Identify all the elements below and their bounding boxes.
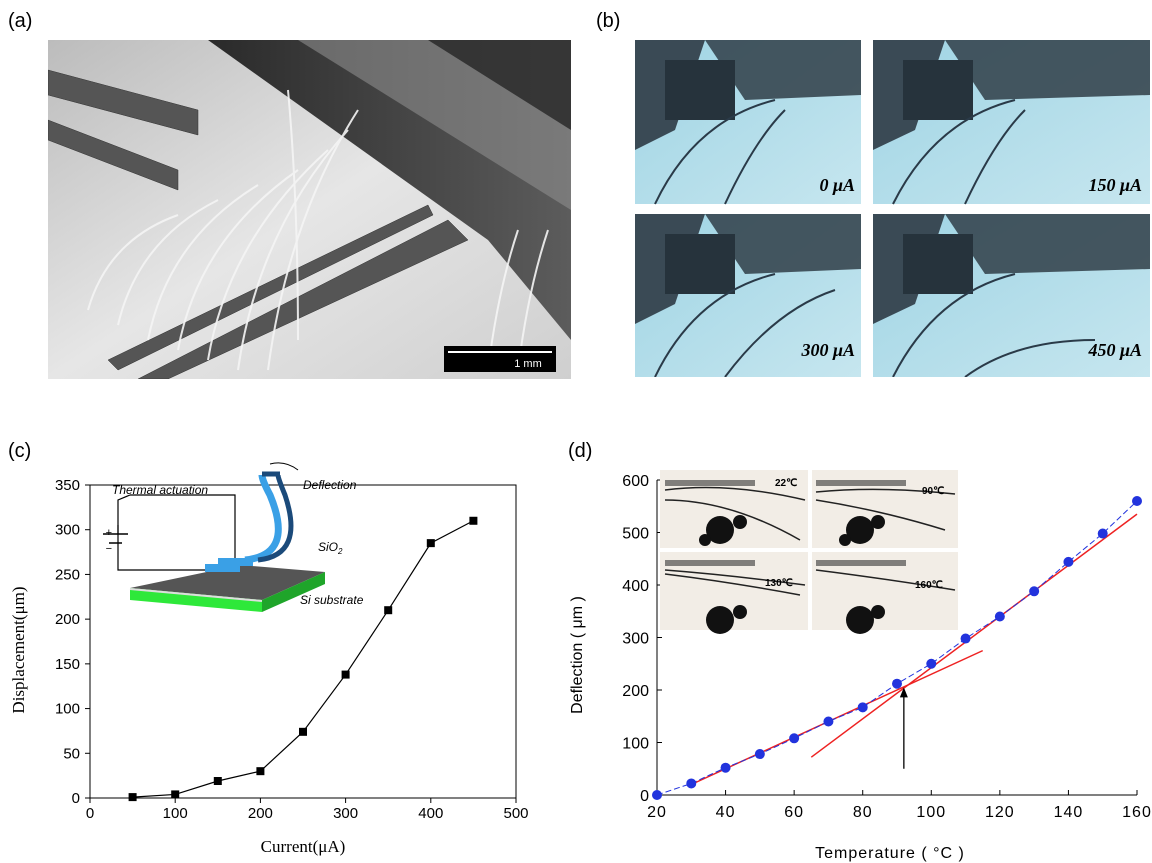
chart-c-ytick-label: 50: [63, 745, 80, 762]
inset-temp-0: 22℃: [775, 478, 797, 489]
chart-c-point: [171, 790, 180, 799]
chart-d-point: [789, 733, 800, 744]
chart-c-point: [299, 727, 307, 736]
sem-micrograph: 1 mm: [48, 40, 571, 379]
actuator-schematic: + −: [103, 462, 325, 612]
chart-c-point: [426, 539, 435, 548]
chart-d-point: [892, 678, 902, 689]
chart-d-xtick-label: 80: [853, 804, 873, 821]
chart-c-point: [469, 516, 478, 525]
chart-d-xtick-label: 160: [1122, 804, 1152, 821]
chart-d-xtick-label: 20: [647, 804, 667, 821]
inset-temp-1: 90℃: [922, 486, 944, 497]
chart-c-point: [213, 777, 222, 786]
frame-label-3: 450 μA: [1088, 340, 1142, 360]
chart-d-ytick-label: 600: [622, 473, 649, 490]
chart-c-ytick-label: 0: [72, 790, 80, 807]
chart-d-ytick-label: 0: [640, 788, 649, 805]
chart-c-ylabel: Displacement(μm): [9, 586, 28, 713]
chart-d-ylabel: Deflection ( μm ): [569, 596, 586, 714]
chart-d-point: [754, 749, 765, 760]
chart-d-xtick-label: 140: [1054, 804, 1084, 821]
panel-label-d: (d): [568, 440, 593, 462]
chart-c-point: [384, 606, 393, 615]
chart-d-point: [960, 633, 971, 644]
chart-c-xtick-label: 400: [418, 805, 443, 822]
chart-c: 0 100 200 300 400 500 0 50 100 150 200 250 300 350 Cu…: [9, 462, 529, 856]
panel-label-a: (a): [8, 10, 33, 32]
chart-c-xtick-label: 100: [163, 805, 188, 822]
chart-d-arrow-head: [899, 687, 908, 698]
chart-d-fit-line: [810, 513, 1138, 758]
chart-d: 20 40 60 80 100 120 140 1600100200300400500600 …: [569, 470, 1152, 862]
thermal-actuation-label: Thermal actuation: [112, 483, 208, 497]
minus-sign: −: [106, 543, 112, 555]
panel-label-b: (b): [596, 10, 621, 32]
chart-c-ytick-label: 350: [55, 477, 80, 494]
inset-temp-2: 130℃: [765, 578, 793, 589]
chart-c-series-line: [132, 520, 474, 798]
chart-d-point: [1097, 528, 1108, 539]
chart-d-xtick-label: 100: [916, 804, 946, 821]
plus-sign: +: [106, 527, 112, 539]
chart-d-point: [1132, 496, 1142, 506]
chart-d-point: [1029, 586, 1040, 597]
chart-c-point: [256, 767, 265, 776]
temperature-inset-photos: 22℃ 90℃ 130℃ 160℃: [660, 470, 958, 634]
chart-c-point: [341, 670, 350, 679]
chart-c-ytick-label: 250: [55, 566, 80, 583]
chart-d-point: [720, 762, 731, 773]
chart-d-point: [994, 611, 1005, 622]
chart-c-xtick-label: 200: [248, 805, 273, 822]
panel-label-c: (c): [8, 440, 32, 462]
chart-d-xtick-label: 40: [716, 804, 736, 821]
sio2-label: SiO: [318, 540, 338, 554]
deflection-label: Deflection: [303, 478, 357, 492]
chart-c-xtick-label: 500: [503, 805, 528, 822]
chart-d-ytick-label: 200: [622, 683, 649, 700]
chart-c-point: [128, 793, 137, 802]
chart-c-frame: [89, 484, 517, 799]
chart-d-xtick-label: 120: [985, 804, 1015, 821]
chart-d-ytick-label: 400: [622, 578, 649, 595]
chart-c-ytick-label: 100: [55, 701, 80, 718]
inset-temp-3: 160℃: [915, 580, 943, 591]
sio2-subscript: 2: [337, 547, 343, 556]
chart-c-ytick-label: 300: [55, 522, 80, 539]
chart-d-xtick-label: 60: [784, 804, 804, 821]
chart-c-ytick-label: 150: [55, 656, 80, 673]
chart-c-xlabel: Current(μA): [261, 837, 346, 856]
scale-bar-label: 1 mm: [514, 358, 542, 370]
optical-frames: 0 μA 150 μA 300 μA 450 μA: [635, 40, 1150, 378]
chart-d-point: [926, 658, 937, 669]
chart-d-point: [857, 702, 868, 713]
chart-d-ytick-label: 500: [622, 526, 649, 543]
chart-c-ytick-label: 200: [55, 611, 80, 628]
chart-d-ytick-label: 300: [622, 631, 649, 648]
chart-d-ytick-label: 100: [622, 736, 649, 753]
chart-c-xtick-label: 0: [86, 805, 94, 822]
chart-d-point: [652, 790, 662, 800]
frame-label-2: 300 μA: [801, 340, 855, 360]
chart-d-fit-line: [690, 649, 984, 786]
svg-text:SiO2: SiO2: [318, 540, 343, 556]
frame-label-1: 150 μA: [1088, 175, 1142, 195]
chart-d-point: [1063, 556, 1074, 567]
chart-c-xtick-label: 300: [333, 805, 358, 822]
si-substrate-label: Si substrate: [300, 593, 364, 607]
chart-d-point: [686, 778, 697, 789]
chart-d-xlabel: Temperature ( °C ): [815, 845, 965, 862]
frame-label-0: 0 μA: [819, 175, 855, 195]
chart-d-point: [823, 716, 834, 727]
